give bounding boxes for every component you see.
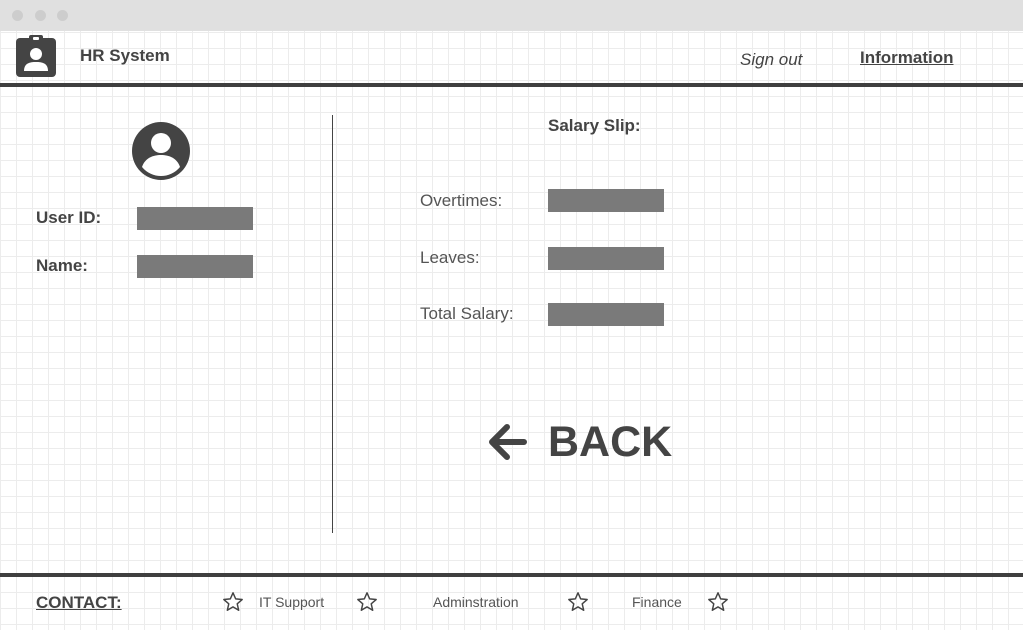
user-id-label: User ID: xyxy=(36,208,102,227)
window-minimize-dot[interactable] xyxy=(35,10,46,21)
back-label: BACK xyxy=(548,417,673,466)
name-label: Name: xyxy=(36,256,88,275)
window-titlebar xyxy=(0,0,1023,31)
administration-link[interactable]: Adminstration xyxy=(433,594,519,610)
star-icon xyxy=(708,592,728,611)
finance-link[interactable]: Finance xyxy=(632,594,682,610)
overtimes-field xyxy=(548,189,664,212)
overtimes-label: Overtimes: xyxy=(420,191,503,210)
user-avatar-icon xyxy=(132,122,190,180)
star-icon xyxy=(568,592,588,611)
arrow-left-icon xyxy=(489,424,527,460)
clipboard-user-icon xyxy=(16,35,56,77)
star-icon xyxy=(223,592,243,611)
information-link[interactable]: Information xyxy=(860,48,954,67)
back-button[interactable]: BACK xyxy=(486,416,672,468)
footer-divider xyxy=(0,573,1023,577)
leaves-label: Leaves: xyxy=(420,248,480,267)
window-close-dot[interactable] xyxy=(12,10,23,21)
it-support-link[interactable]: IT Support xyxy=(259,594,325,610)
salary-slip-title: Salary Slip: xyxy=(548,116,641,135)
window-maximize-dot[interactable] xyxy=(57,10,68,21)
app-title: HR System xyxy=(80,46,170,65)
leaves-field xyxy=(548,247,664,270)
name-field xyxy=(137,255,253,278)
star-icon xyxy=(357,592,377,611)
sign-out-link[interactable]: Sign out xyxy=(740,50,803,69)
total-salary-field xyxy=(548,303,664,326)
user-id-field xyxy=(137,207,253,230)
contact-link[interactable]: CONTACT: xyxy=(36,593,122,612)
vertical-divider xyxy=(332,115,333,533)
header-divider xyxy=(0,83,1023,87)
total-salary-label: Total Salary: xyxy=(420,304,514,323)
